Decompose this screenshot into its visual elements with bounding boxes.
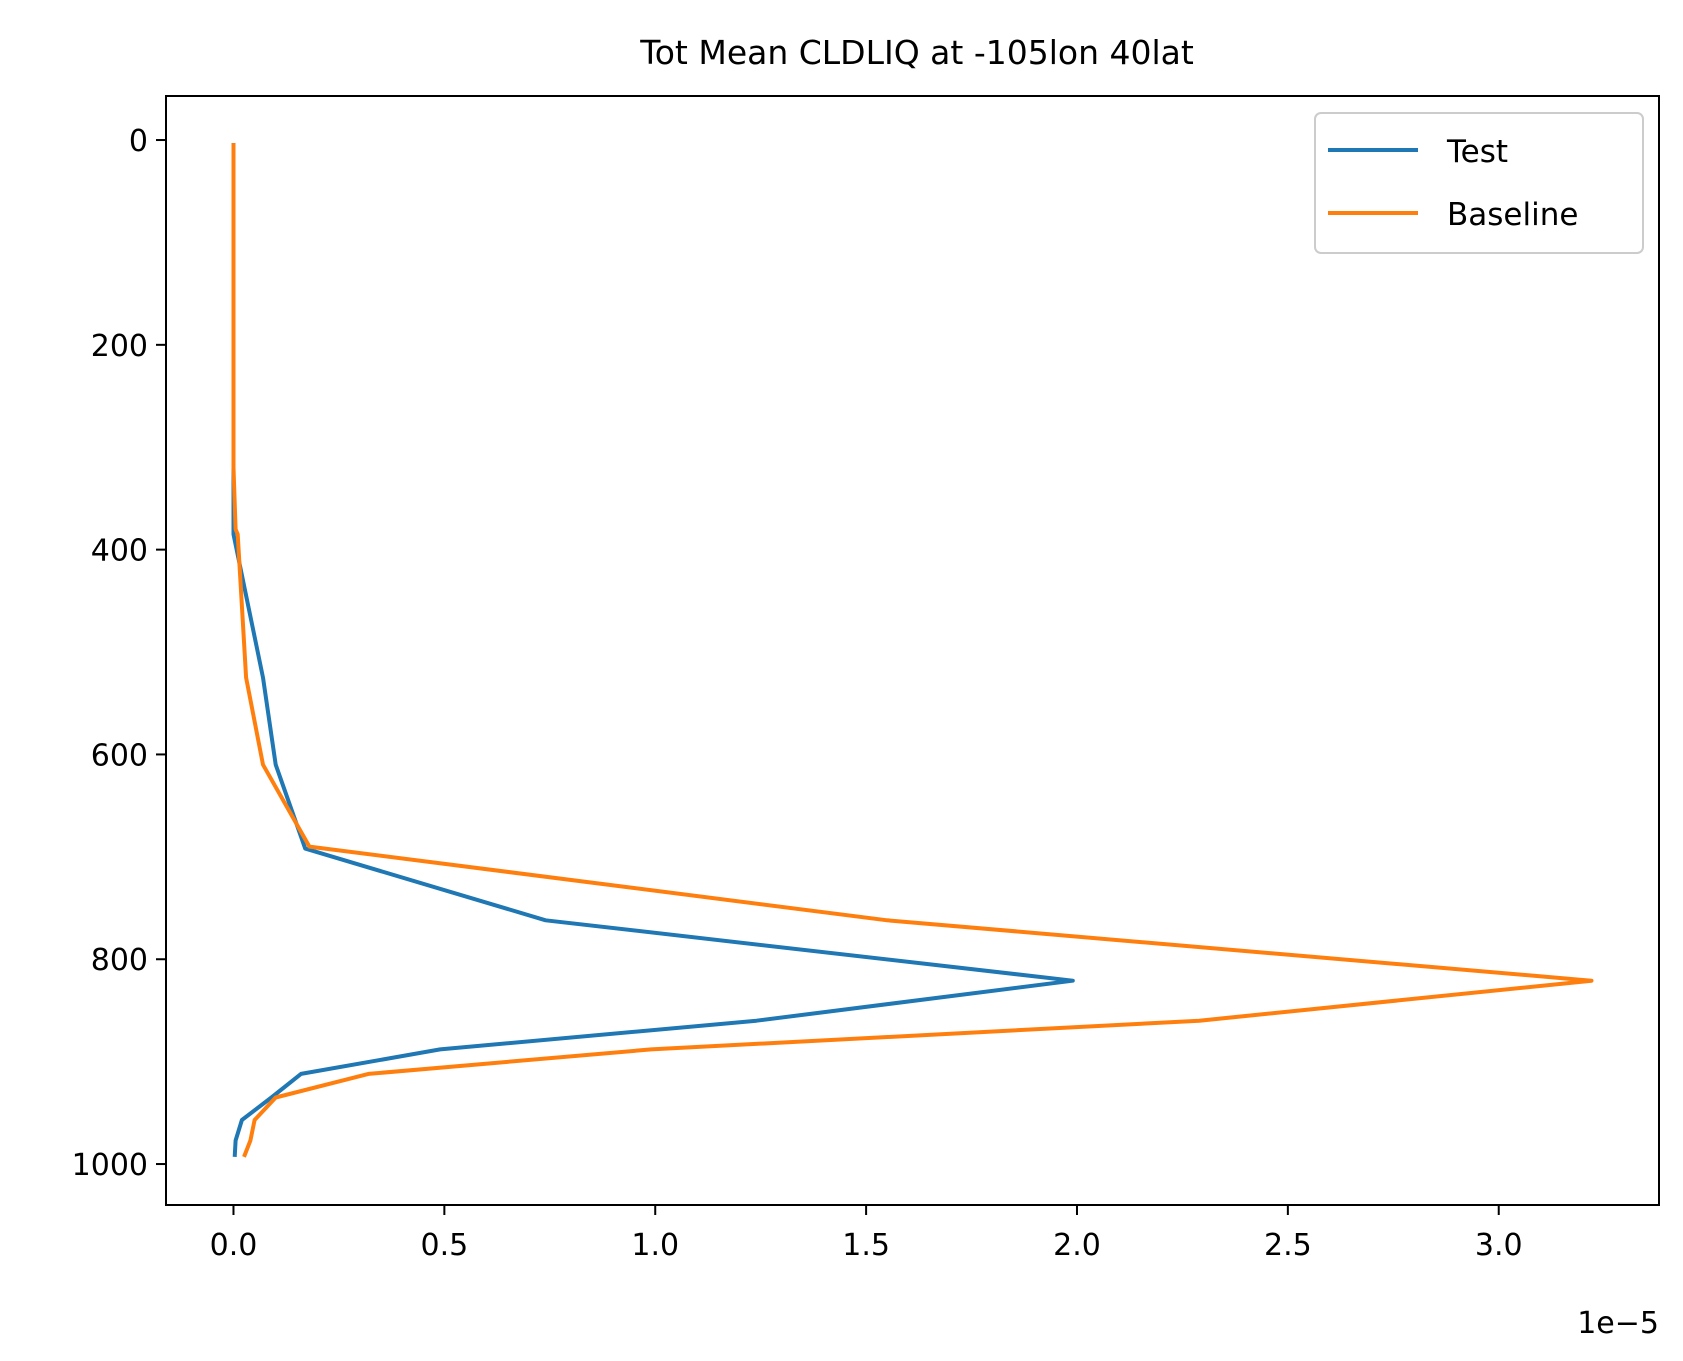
y-tick-label: 800: [91, 943, 148, 978]
x-axis-offset-label: 1e−5: [1577, 1306, 1659, 1341]
chart-title: Tot Mean CLDLIQ at -105lon 40lat: [639, 33, 1194, 72]
x-tick-label: 2.0: [1053, 1228, 1101, 1263]
x-tick-label: 0.5: [420, 1228, 468, 1263]
y-tick-label: 0: [129, 124, 148, 159]
series-layer: [231, 143, 1594, 1158]
x-tick-label: 0.0: [210, 1228, 258, 1263]
y-tick-label: 200: [91, 329, 148, 364]
y-tick-label: 1000: [72, 1148, 148, 1183]
y-tick-label: 400: [91, 534, 148, 569]
x-axis: 0.0 0.5 1.0 1.5 2.0 2.5 3.0: [210, 1205, 1523, 1263]
plot-frame: [165, 95, 1660, 1206]
x-tick-label: 3.0: [1475, 1228, 1523, 1263]
legend-label-test: Test: [1446, 134, 1508, 170]
legend-label-baseline: Baseline: [1447, 197, 1578, 233]
x-tick-label: 1.0: [631, 1228, 679, 1263]
x-tick-label: 1.5: [842, 1228, 890, 1263]
x-tick-label: 2.5: [1264, 1228, 1312, 1263]
y-axis: 0 200 400 600 800 1000: [72, 124, 166, 1183]
series-line-baseline: [231, 143, 1594, 1158]
legend: Test Baseline: [1314, 112, 1644, 254]
series-line-test: [231, 143, 1075, 1158]
y-tick-label: 600: [91, 738, 148, 773]
